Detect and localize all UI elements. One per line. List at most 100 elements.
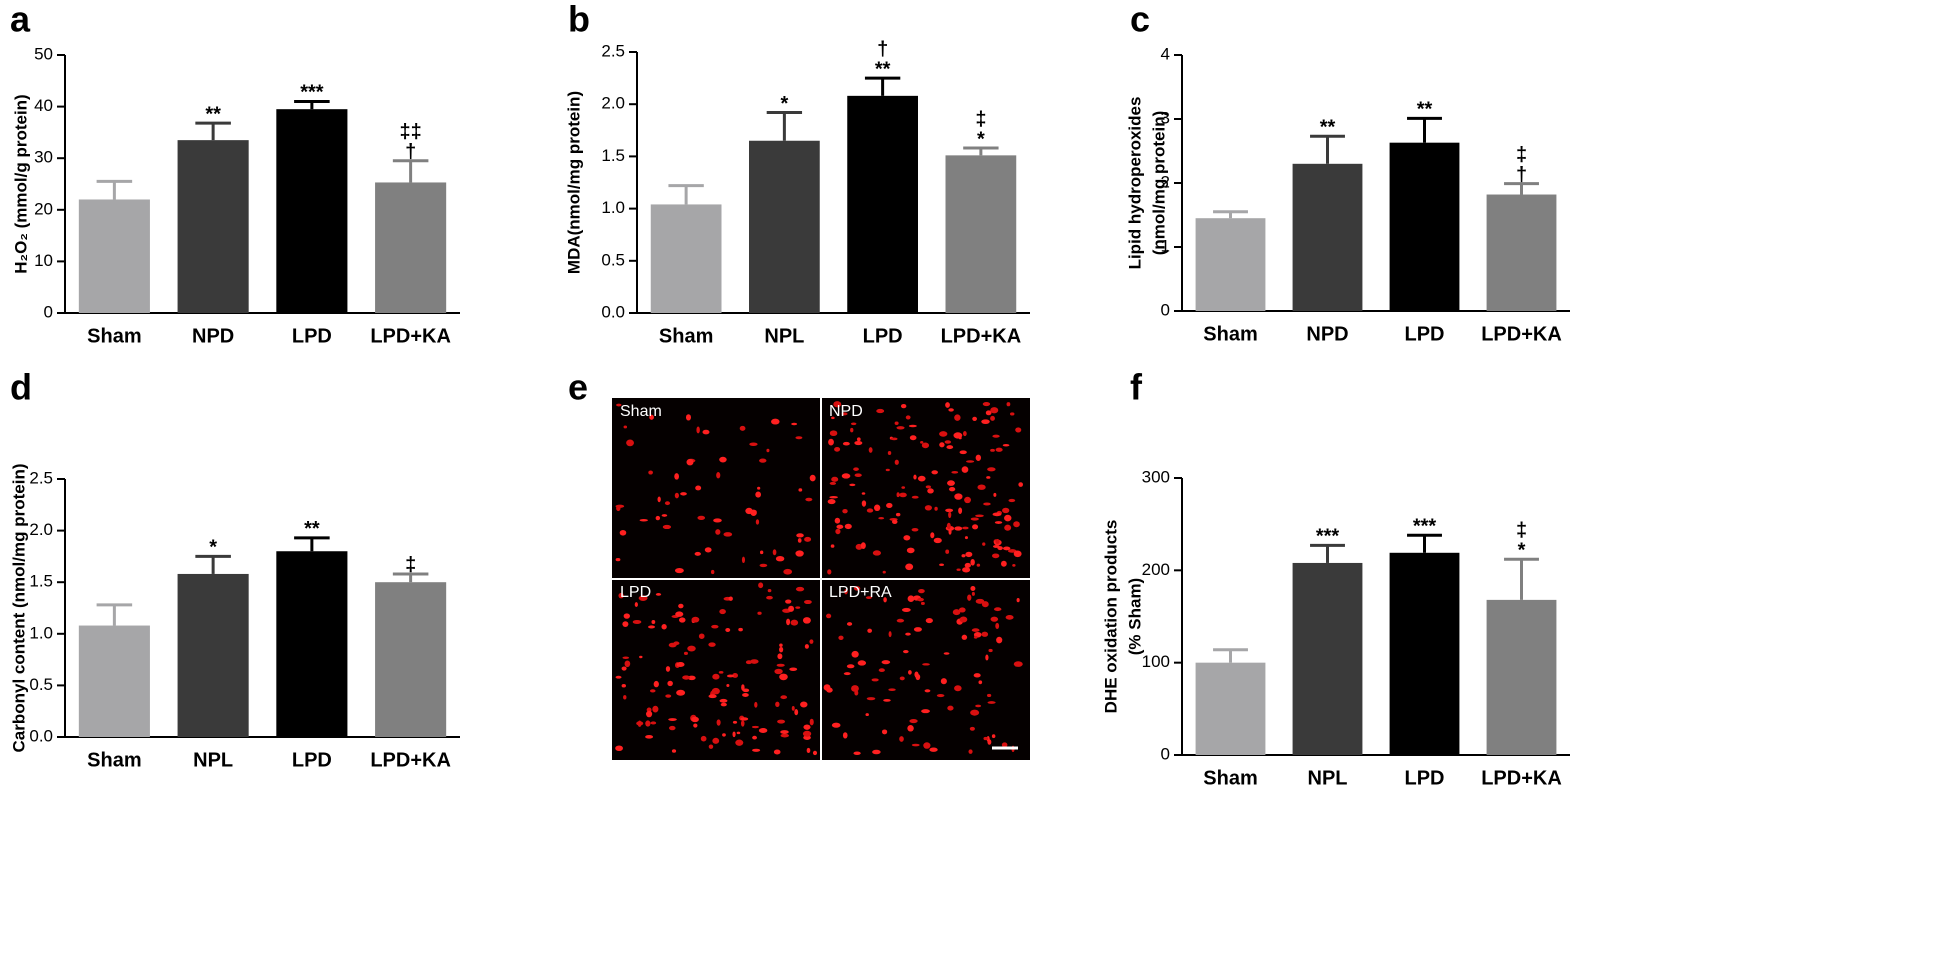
fluorescent-spot	[828, 438, 834, 446]
significance-marker: ‡	[1516, 520, 1527, 542]
significance-marker: **	[205, 103, 221, 125]
quadrant-label: LPD+RA	[829, 584, 892, 601]
fluorescent-spot	[638, 595, 648, 601]
significance-marker: ‡	[1516, 144, 1527, 166]
fluorescent-spot	[983, 736, 989, 741]
fluorescent-spot	[982, 542, 986, 546]
fluorescent-spot	[719, 456, 727, 463]
fluorescent-spot	[1001, 742, 1008, 748]
fluorescent-spot	[967, 594, 972, 601]
fluorescent-spot	[812, 750, 818, 756]
fluorescent-spot	[645, 720, 651, 727]
significance-marker: **	[1417, 99, 1433, 121]
fluorescent-spot	[900, 403, 907, 409]
fluorescent-spot	[991, 553, 1000, 559]
fluorescent-spot	[853, 586, 861, 591]
fluorescent-spot	[780, 695, 788, 700]
fluorescent-spot	[634, 602, 638, 608]
fluorescent-spot	[758, 582, 764, 589]
fluorescent-spot	[718, 671, 724, 674]
fluorescent-spot	[896, 426, 905, 430]
fluorescent-spot	[990, 415, 995, 421]
fluorescent-spot	[939, 563, 944, 566]
fluorescent-spot	[740, 717, 749, 721]
fluorescent-spot	[1004, 514, 1012, 522]
fluorescent-spot	[735, 739, 744, 746]
fluorescent-spot	[767, 589, 772, 593]
fluorescent-spot	[987, 467, 996, 472]
fluorescent-spot	[685, 414, 692, 421]
fluorescent-spot	[940, 678, 947, 685]
fluorescent-spot	[911, 743, 920, 747]
fluorescent-spot	[771, 418, 780, 425]
fluorescent-spot	[691, 616, 700, 623]
fluorescent-spot	[752, 748, 761, 752]
significance-marker: ***	[300, 82, 324, 104]
fluorescent-spot	[990, 616, 999, 622]
fluorescent-spot	[623, 425, 628, 429]
fluorescent-spot	[962, 567, 971, 573]
fluorescent-spot	[711, 687, 720, 695]
fluorescent-spot	[887, 450, 892, 456]
fluorescent-spot	[958, 507, 963, 514]
y-tick-label: 0.0	[601, 302, 625, 321]
fluorescent-spot	[789, 667, 798, 671]
fluorescent-spot	[802, 617, 811, 624]
fluorescent-spot	[1004, 524, 1012, 531]
fluorescent-spot	[711, 624, 719, 629]
fluorescent-spot	[842, 732, 848, 739]
fluorescent-spot	[755, 519, 760, 525]
fluorescent-spot	[944, 440, 952, 444]
fluorescent-spot	[723, 532, 733, 537]
fluorescent-spot	[978, 680, 983, 685]
fluorescent-spot	[759, 563, 768, 568]
fluorescent-spot	[909, 718, 918, 724]
fluorescent-spot	[757, 611, 762, 615]
fluorescent-spot	[712, 737, 720, 744]
fluorescent-spot	[994, 607, 1002, 612]
x-tick-label: NPD	[192, 325, 234, 347]
significance-marker: **	[304, 518, 320, 540]
y-axis-label: DHE oxidation products	[1101, 520, 1120, 714]
fluorescent-spot	[933, 537, 942, 544]
panel-label: b	[568, 0, 590, 40]
fluorescent-spot	[726, 683, 730, 687]
fluorescent-spot	[906, 547, 915, 554]
fluorescent-spot	[648, 470, 653, 475]
y-tick-label: 40	[34, 96, 53, 115]
fluorescent-spot	[1013, 521, 1020, 528]
fluorescent-spot	[776, 663, 785, 667]
fluorescent-spot	[851, 650, 859, 658]
fluorescent-spot	[622, 656, 630, 659]
fluorescent-spot	[849, 483, 856, 487]
fluorescent-spot	[664, 501, 671, 506]
fluorescent-spot	[888, 631, 892, 638]
fluorescent-spot	[661, 514, 668, 517]
fluorescent-spot	[838, 635, 844, 640]
fluorescent-spot	[947, 480, 955, 486]
fluorescent-spot	[894, 421, 899, 425]
fluorescent-spot	[853, 467, 859, 471]
bar	[177, 140, 249, 313]
x-tick-label: LPD	[863, 325, 903, 347]
x-tick-label: LPD+KA	[370, 325, 451, 347]
y-tick-label: 2.0	[29, 520, 53, 539]
fluorescent-spot	[929, 747, 938, 752]
fluorescent-spot	[851, 685, 859, 692]
panel-label: c	[1130, 0, 1150, 40]
fluorescent-spot	[891, 519, 898, 525]
y-tick-label: 0.0	[29, 726, 53, 745]
fluorescent-spot	[742, 693, 749, 697]
fluorescent-spot	[803, 724, 811, 730]
fluorescent-spot	[712, 673, 720, 680]
fluorescent-spot	[923, 742, 931, 749]
fluorescent-spot	[775, 701, 780, 708]
fluorescent-spot	[872, 749, 881, 755]
fluorescent-spot	[883, 698, 891, 702]
fluorescent-spot	[841, 473, 851, 479]
fluorescent-spot	[806, 747, 811, 754]
fluorescent-spot	[948, 487, 956, 492]
fluorescent-spot	[945, 508, 954, 513]
fluorescent-spot	[831, 722, 841, 728]
fluorescent-spot	[775, 556, 785, 562]
